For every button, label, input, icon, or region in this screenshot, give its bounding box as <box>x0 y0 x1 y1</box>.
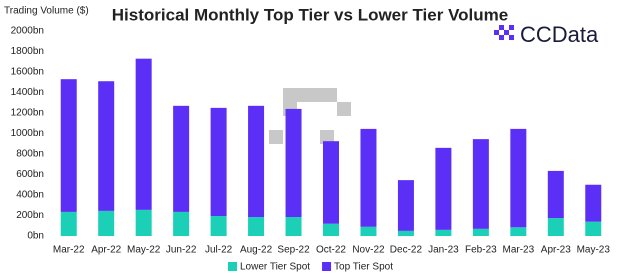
x-tick-label: Aug-22 <box>240 245 273 256</box>
bar-segment <box>98 210 115 236</box>
y-tick-label: 0bn <box>27 231 44 242</box>
bar-segment <box>60 79 77 212</box>
bar-segment <box>472 139 489 229</box>
legend-label: Lower Tier Spot <box>240 262 310 273</box>
x-tick-label: Apr-23 <box>541 245 571 256</box>
bar-segment <box>248 105 265 218</box>
bar-segment <box>210 216 227 236</box>
x-tick-label: Jul-22 <box>205 245 233 256</box>
y-tick-label: 800bn <box>16 149 44 160</box>
bar-segment <box>435 147 452 230</box>
bar-segment <box>135 58 152 210</box>
bar-segment <box>285 108 302 218</box>
bar-segment <box>135 209 152 236</box>
x-tick-label: Sep-22 <box>277 245 310 256</box>
x-tick-label: Nov-22 <box>352 245 385 256</box>
y-tick-label: 2000bn <box>11 26 44 37</box>
x-tick-label: Feb-23 <box>465 245 497 256</box>
bar-segment <box>323 223 339 236</box>
bar-segment <box>285 217 302 236</box>
y-tick-label: 600bn <box>16 169 44 180</box>
legend-swatch <box>228 262 237 271</box>
bar-segment <box>360 128 377 227</box>
y-axis-label: Trading Volume ($) <box>4 6 89 17</box>
bar-segment <box>173 105 190 212</box>
x-tick-label: Dec-22 <box>390 245 423 256</box>
bar-segment <box>397 230 414 236</box>
bar-segment <box>248 217 265 236</box>
bar-segment <box>173 211 190 236</box>
x-tick-label: Jan-23 <box>428 245 459 256</box>
x-tick-label: Mar-22 <box>53 245 85 256</box>
x-tick-label: Jun-22 <box>166 245 197 256</box>
bar-segment <box>60 211 77 236</box>
bar-segment <box>323 141 339 224</box>
x-tick-label: Mar-23 <box>502 245 534 256</box>
watermark <box>269 88 351 144</box>
y-tick-label: 1600bn <box>11 67 44 78</box>
chart-title: Historical Monthly Top Tier vs Lower Tie… <box>112 5 508 24</box>
legend-swatch <box>322 262 332 271</box>
x-tick-label: Apr-22 <box>91 245 121 256</box>
y-tick-label: 1800bn <box>11 46 44 57</box>
y-tick-label: 1000bn <box>11 128 44 139</box>
bar-segment <box>360 226 377 236</box>
logo-icon <box>494 25 514 40</box>
x-tick-label: Oct-22 <box>316 245 346 256</box>
logo-text: CCData <box>520 22 599 47</box>
bar-segment <box>510 128 527 228</box>
bar-segment <box>435 229 452 236</box>
y-tick-label: 1200bn <box>11 108 44 119</box>
bar-segment <box>472 228 489 236</box>
x-tick-label: May-23 <box>577 245 611 256</box>
bar-segment <box>547 170 564 219</box>
bar-segment <box>210 107 227 217</box>
legend-label: Top Tier Spot <box>334 262 393 273</box>
bar-segment <box>397 180 414 231</box>
y-tick-label: 400bn <box>16 190 44 201</box>
y-tick-label: 1400bn <box>11 87 44 98</box>
bar-segment <box>510 227 527 236</box>
bar-segment <box>98 81 115 211</box>
bar-segment <box>585 221 602 236</box>
x-tick-label: May-22 <box>127 245 161 256</box>
bar-segment <box>547 218 564 236</box>
bar-segment <box>585 184 602 222</box>
y-tick-label: 200bn <box>16 210 44 221</box>
